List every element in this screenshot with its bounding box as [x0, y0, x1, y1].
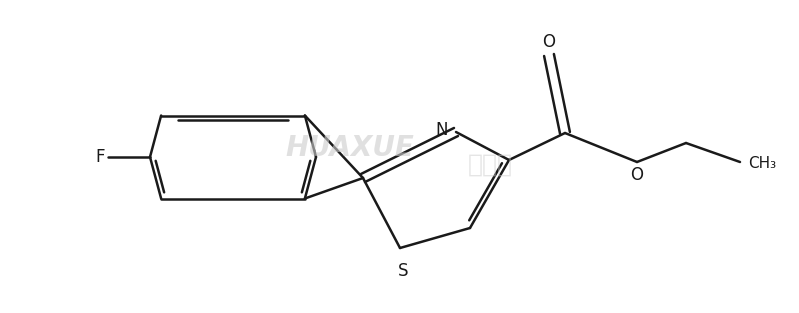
Text: O: O — [543, 33, 555, 51]
Text: O: O — [630, 166, 643, 184]
Text: S: S — [398, 262, 408, 280]
Text: N: N — [435, 121, 448, 139]
Text: 化学库: 化学库 — [467, 153, 512, 177]
Text: F: F — [96, 148, 105, 166]
Text: HUAXUE: HUAXUE — [285, 134, 415, 162]
Text: CH₃: CH₃ — [748, 156, 776, 172]
